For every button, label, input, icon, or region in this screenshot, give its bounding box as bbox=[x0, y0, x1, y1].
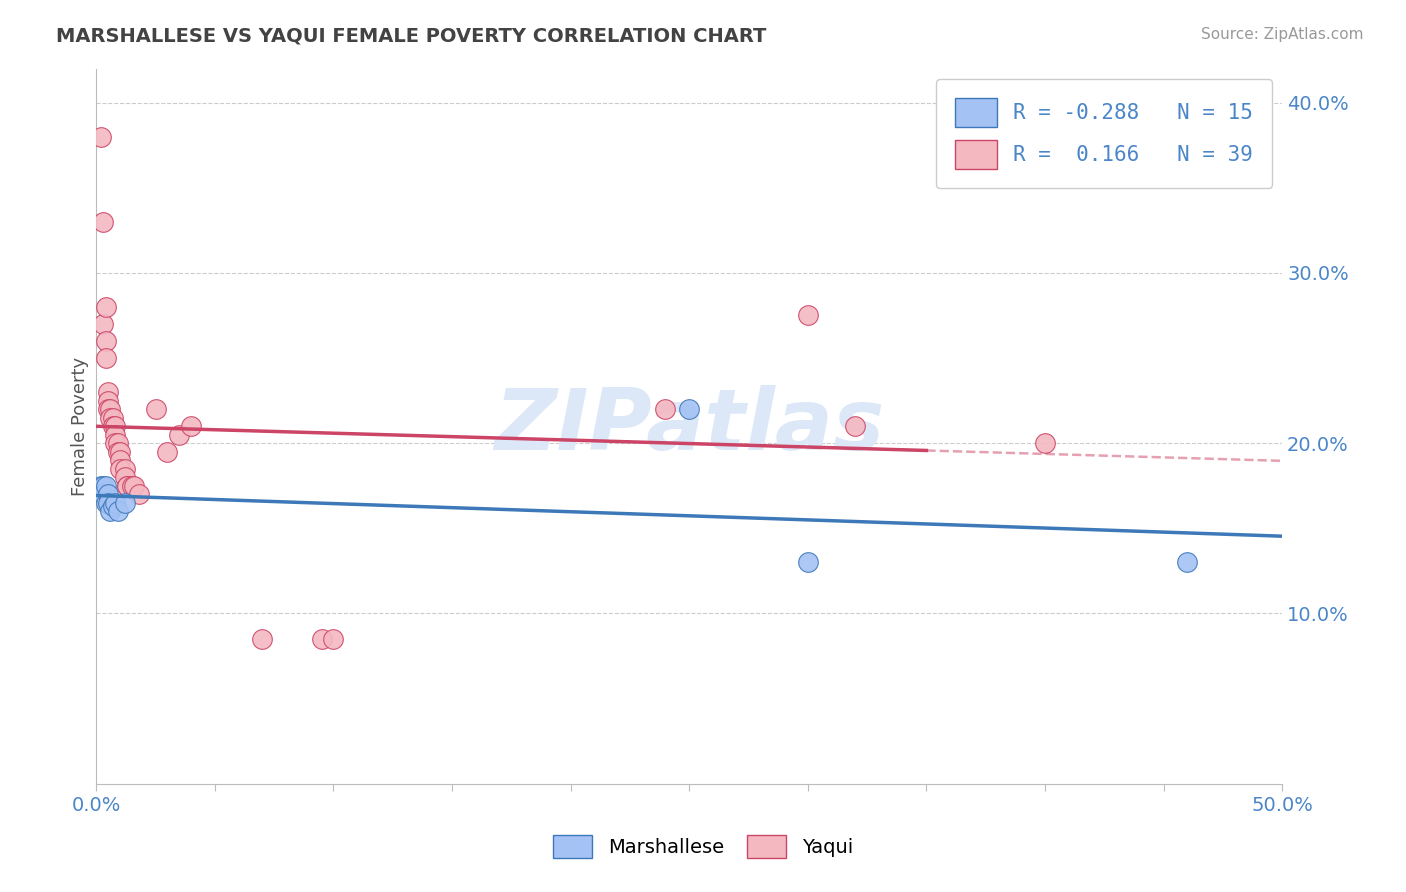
Point bbox=[94, 351, 117, 365]
Point bbox=[97, 385, 120, 400]
Point bbox=[91, 215, 114, 229]
Point bbox=[128, 487, 150, 501]
Text: ZIPatlas: ZIPatlas bbox=[494, 384, 884, 467]
Point bbox=[94, 496, 117, 510]
Point bbox=[101, 419, 124, 434]
Point bbox=[91, 479, 114, 493]
Point bbox=[114, 461, 136, 475]
Point bbox=[104, 496, 127, 510]
Point bbox=[167, 427, 190, 442]
Point bbox=[101, 410, 124, 425]
Legend: R = -0.288   N = 15, R =  0.166   N = 39: R = -0.288 N = 15, R = 0.166 N = 39 bbox=[936, 78, 1272, 188]
Point bbox=[108, 461, 131, 475]
Point bbox=[121, 479, 143, 493]
Point bbox=[101, 499, 124, 513]
Point bbox=[107, 504, 129, 518]
Text: MARSHALLESE VS YAQUI FEMALE POVERTY CORRELATION CHART: MARSHALLESE VS YAQUI FEMALE POVERTY CORR… bbox=[56, 27, 766, 45]
Point bbox=[114, 496, 136, 510]
Point bbox=[122, 479, 145, 493]
Point bbox=[322, 632, 344, 646]
Point bbox=[145, 402, 167, 417]
Point bbox=[180, 419, 202, 434]
Point bbox=[844, 419, 866, 434]
Point bbox=[97, 487, 120, 501]
Point bbox=[100, 504, 122, 518]
Point bbox=[97, 496, 120, 510]
Point bbox=[1175, 555, 1198, 569]
Point bbox=[114, 470, 136, 484]
Point bbox=[115, 479, 138, 493]
Legend: Marshallese, Yaqui: Marshallese, Yaqui bbox=[546, 827, 860, 866]
Y-axis label: Female Poverty: Female Poverty bbox=[72, 357, 89, 496]
Point bbox=[94, 300, 117, 314]
Point bbox=[90, 129, 112, 144]
Point bbox=[97, 393, 120, 408]
Point bbox=[1033, 436, 1056, 450]
Point bbox=[654, 402, 676, 417]
Point bbox=[100, 410, 122, 425]
Point bbox=[94, 479, 117, 493]
Point bbox=[107, 436, 129, 450]
Text: Source: ZipAtlas.com: Source: ZipAtlas.com bbox=[1201, 27, 1364, 42]
Point bbox=[115, 479, 138, 493]
Point bbox=[107, 444, 129, 458]
Point bbox=[797, 309, 820, 323]
Point bbox=[797, 555, 820, 569]
Point bbox=[94, 334, 117, 348]
Point bbox=[104, 436, 127, 450]
Point bbox=[108, 453, 131, 467]
Point bbox=[91, 317, 114, 331]
Point bbox=[91, 487, 114, 501]
Point bbox=[108, 444, 131, 458]
Point bbox=[97, 402, 120, 417]
Point bbox=[311, 632, 333, 646]
Point bbox=[100, 402, 122, 417]
Point bbox=[678, 402, 700, 417]
Point bbox=[156, 444, 179, 458]
Point bbox=[104, 419, 127, 434]
Point bbox=[90, 479, 112, 493]
Point bbox=[252, 632, 274, 646]
Point bbox=[104, 427, 127, 442]
